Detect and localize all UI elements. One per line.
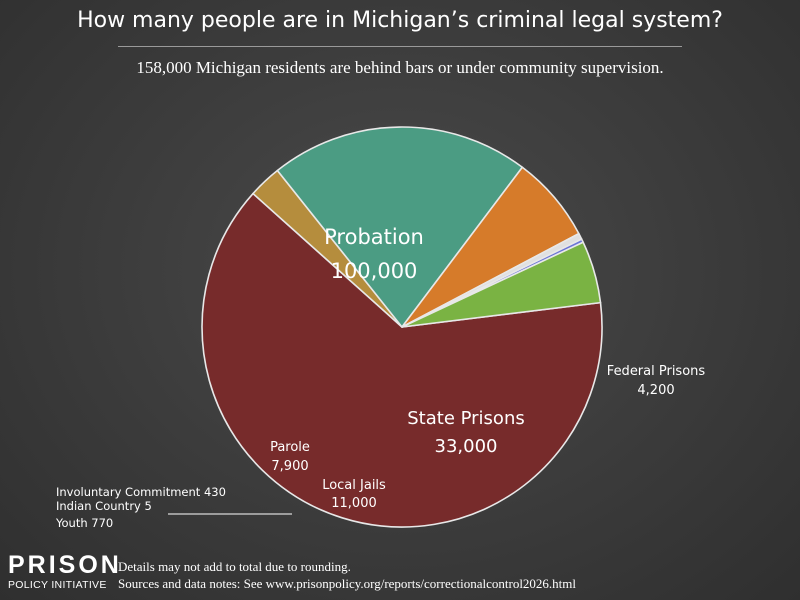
youth-label: Youth 770 bbox=[55, 516, 113, 530]
parole-label: Parole bbox=[270, 440, 310, 455]
sources-note: Sources and data notes: See www.prisonpo… bbox=[118, 576, 577, 591]
chart-subtitle: 158,000 Michigan residents are behind ba… bbox=[136, 58, 664, 77]
logo-line-2: POLICY INITIATIVE bbox=[8, 579, 107, 591]
state-prisons-value: 33,000 bbox=[435, 436, 498, 457]
local-jails-value: 11,000 bbox=[331, 496, 377, 511]
state-prisons-label: State Prisons bbox=[407, 408, 524, 429]
rounding-note: Details may not add to total due to roun… bbox=[118, 559, 351, 574]
pie-slice-state-prisons bbox=[276, 126, 524, 328]
probation-value: 100,000 bbox=[331, 259, 418, 283]
indian-country-label: Indian Country 5 bbox=[56, 499, 152, 513]
prison-policy-initiative-logo: PRISON POLICY INITIATIVE bbox=[8, 552, 122, 592]
probation-label: Probation bbox=[324, 225, 424, 249]
title-divider bbox=[118, 46, 682, 47]
pie-slice-parole bbox=[401, 241, 602, 328]
federal-prisons-label: Federal Prisons bbox=[607, 364, 706, 379]
involuntary-commitment-label: Involuntary Commitment 430 bbox=[56, 485, 226, 499]
source-notes: Details may not add to total due to roun… bbox=[118, 558, 576, 592]
pie-slice-probation bbox=[201, 192, 603, 528]
local-jails-label: Local Jails bbox=[322, 478, 386, 493]
federal-prisons-value: 4,200 bbox=[637, 383, 674, 398]
chart-title: How many people are in Michigan’s crimin… bbox=[77, 8, 723, 33]
logo-line-1: PRISON bbox=[8, 551, 122, 579]
parole-value: 7,900 bbox=[271, 459, 308, 474]
